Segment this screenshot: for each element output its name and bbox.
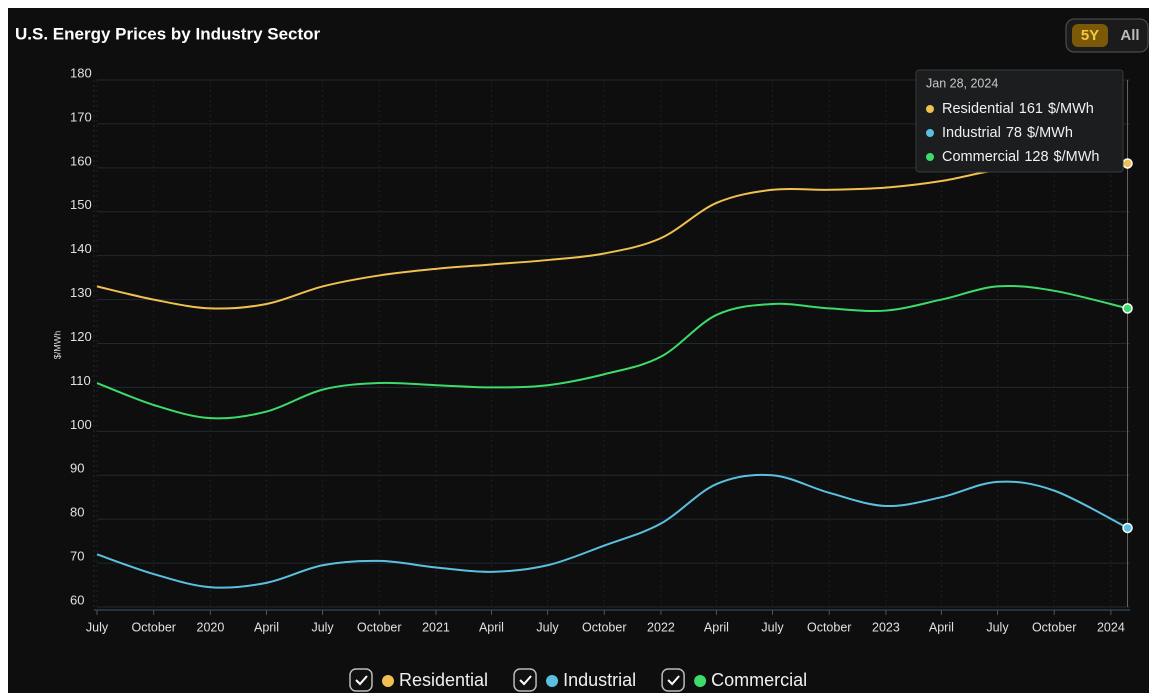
x-tick-label: July [986, 620, 1009, 634]
legend-check[interactable] [667, 675, 680, 686]
x-tick-label: April [929, 620, 954, 634]
range-button-label[interactable]: 5Y [1081, 27, 1099, 44]
legend-label[interactable]: Residential [399, 670, 488, 690]
legend-dot [694, 675, 707, 687]
legend-checkbox[interactable] [661, 668, 685, 692]
tooltip-series-name: Residential [942, 101, 1014, 117]
range-button[interactable] [1072, 24, 1108, 47]
tooltip-entry: Residential 161 $/MWh [942, 101, 1094, 117]
line-series [96, 473, 1128, 589]
line-series [96, 284, 1128, 420]
tooltip-series-name: Commercial [942, 149, 1019, 165]
hover-marker [1122, 522, 1133, 534]
y-axis-label: $/MWh [52, 331, 62, 360]
tooltip-unit: $/MWh [1054, 149, 1100, 165]
tooltip-value: 128 [1024, 149, 1048, 165]
tooltip-value: 161 [1019, 101, 1043, 117]
tooltip-entry: Commercial 128 $/MWh [942, 149, 1099, 165]
x-tick-label: 2021 [422, 620, 450, 634]
tooltip-dot [926, 105, 934, 113]
legend-check[interactable] [355, 675, 368, 686]
y-tick-label: 180 [70, 65, 92, 80]
x-tick-label: 2020 [197, 620, 225, 634]
hover-marker [1122, 158, 1133, 169]
x-tick-label: July [761, 620, 784, 634]
x-tick-label: 2022 [647, 620, 675, 634]
y-tick-label: 90 [70, 461, 84, 476]
x-tick-label: October [807, 620, 851, 634]
x-tick-label: October [131, 620, 175, 634]
x-tick-label: April [254, 620, 279, 634]
y-tick-label: 100 [70, 417, 92, 432]
x-tick-label: April [479, 620, 504, 634]
line-series [96, 162, 1128, 310]
y-tick-label: 140 [70, 241, 92, 256]
tooltip-box [915, 69, 1124, 173]
legend-label[interactable]: Commercial [711, 670, 807, 690]
tooltip-date: Jan 28, 2024 [926, 76, 998, 90]
legend-dot [546, 675, 559, 687]
legend-checkbox[interactable] [513, 668, 537, 692]
range-button-label[interactable]: All [1120, 27, 1139, 44]
y-tick-label: 60 [70, 592, 84, 607]
legend-dot [382, 675, 394, 687]
legend-checkbox[interactable] [349, 668, 373, 692]
legend-check[interactable] [519, 675, 532, 686]
tooltip-unit: $/MWh [1048, 101, 1094, 117]
x-tick-label: October [582, 620, 626, 634]
y-tick-label: 80 [70, 505, 84, 520]
tooltip-value: 78 [1006, 125, 1022, 141]
y-tick-label: 70 [70, 549, 84, 564]
tooltip-dot [926, 129, 934, 137]
hover-marker [1122, 303, 1133, 314]
y-tick-label: 150 [70, 197, 92, 212]
x-tick-label: July [536, 620, 559, 634]
x-tick-label: 2023 [872, 620, 900, 634]
x-tick-label: April [704, 620, 729, 634]
x-tick-label: October [1032, 620, 1076, 634]
y-tick-label: 120 [70, 329, 92, 344]
y-tick-label: 160 [70, 153, 92, 168]
x-tick-label: October [357, 620, 401, 634]
tooltip-series-name: Industrial [942, 125, 1001, 141]
y-tick-label: 170 [70, 109, 92, 124]
legend-label[interactable]: Industrial [563, 670, 636, 690]
x-tick-label: July [311, 620, 334, 634]
tooltip-entry: Industrial 78 $/MWh [942, 125, 1073, 141]
x-tick-label: July [86, 620, 109, 634]
x-tick-label: 2024 [1097, 620, 1125, 634]
chart-title: U.S. Energy Prices by Industry Sector [15, 24, 321, 43]
tooltip-dot [926, 153, 934, 161]
y-tick-label: 110 [70, 373, 91, 388]
y-tick-label: 130 [70, 285, 92, 300]
tooltip-unit: $/MWh [1027, 125, 1073, 141]
